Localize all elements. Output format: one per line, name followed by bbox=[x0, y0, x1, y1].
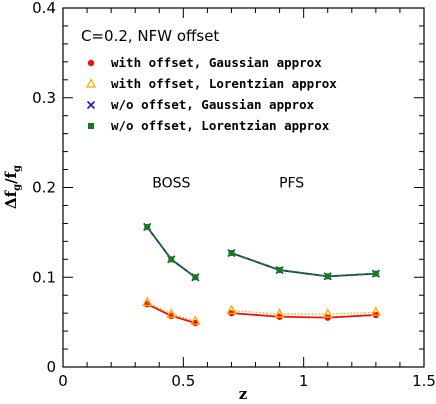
data-point bbox=[274, 308, 285, 318]
legend-label: with offset, Lorentzian approx bbox=[111, 76, 337, 91]
data-point bbox=[192, 274, 199, 281]
x-tick-label: 0.5 bbox=[171, 372, 195, 390]
legend-item: w/o offset, Gaussian approx bbox=[86, 97, 315, 112]
legend-label: w/o offset, Lorentzian approx bbox=[111, 118, 330, 133]
y-axis-title-slash: /f bbox=[2, 170, 20, 183]
y-axis-title-sub-1: g bbox=[12, 184, 23, 191]
data-point bbox=[372, 270, 379, 277]
annotation-label: BOSS bbox=[152, 176, 190, 192]
y-tick-label: 0.4 bbox=[32, 0, 56, 17]
legend-marker bbox=[86, 100, 96, 110]
data-point bbox=[144, 223, 151, 230]
series-line bbox=[231, 252, 376, 278]
legend: C=0.2, NFW offset with offset, Gaussian a… bbox=[81, 27, 337, 133]
legend-label: w/o offset, Gaussian approx bbox=[111, 97, 315, 112]
x-tick-label: 0 bbox=[58, 372, 68, 390]
data-point bbox=[228, 250, 235, 257]
y-tick-label: 0.1 bbox=[32, 268, 56, 286]
x-axis-title: z bbox=[239, 385, 248, 403]
y-axis-title-main: Δf bbox=[2, 189, 20, 209]
data-point bbox=[276, 267, 283, 274]
data-point bbox=[324, 273, 331, 280]
legend-marker bbox=[88, 123, 94, 129]
legend-item: with offset, Gaussian approx bbox=[87, 55, 322, 70]
data-point bbox=[166, 308, 177, 318]
series-3 bbox=[143, 222, 380, 282]
x-tick-label: 1 bbox=[299, 372, 309, 390]
annotation-label: PFS bbox=[279, 176, 304, 192]
data-point bbox=[322, 308, 333, 318]
annotations: BOSS PFS bbox=[152, 176, 304, 192]
series-line bbox=[146, 226, 196, 278]
series-line bbox=[231, 312, 376, 319]
x-tick-label: 1.5 bbox=[412, 372, 436, 390]
svg-text:Δfg/fg: Δfg/fg bbox=[2, 165, 23, 209]
legend-title: C=0.2, NFW offset bbox=[81, 27, 219, 45]
data-point bbox=[370, 306, 381, 316]
series-2 bbox=[142, 296, 381, 325]
y-axis-title-sub-2: g bbox=[12, 165, 23, 172]
data-point bbox=[142, 296, 153, 307]
data-point bbox=[226, 304, 237, 315]
legend-label: with offset, Gaussian approx bbox=[111, 55, 322, 70]
series-line bbox=[146, 226, 196, 278]
y-tick-label: 0.2 bbox=[32, 179, 56, 197]
y-tick-label: 0.3 bbox=[32, 89, 56, 107]
axis-ticks: 0 0.5 1 1.5 0 0.1 0.2 0.3 0.4 bbox=[32, 0, 436, 390]
series-line bbox=[146, 301, 196, 322]
legend-marker bbox=[85, 78, 97, 88]
data-point bbox=[190, 315, 201, 325]
data-point bbox=[168, 256, 175, 263]
legend-item: with offset, Lorentzian approx bbox=[85, 76, 337, 91]
y-tick-label: 0 bbox=[46, 358, 56, 376]
series-layer bbox=[142, 222, 381, 327]
legend-marker bbox=[87, 59, 95, 67]
series-4 bbox=[144, 223, 379, 281]
legend-item: w/o offset, Lorentzian approx bbox=[88, 118, 330, 133]
series-line bbox=[231, 309, 376, 315]
y-axis-title: Δfg/fg bbox=[2, 165, 23, 209]
